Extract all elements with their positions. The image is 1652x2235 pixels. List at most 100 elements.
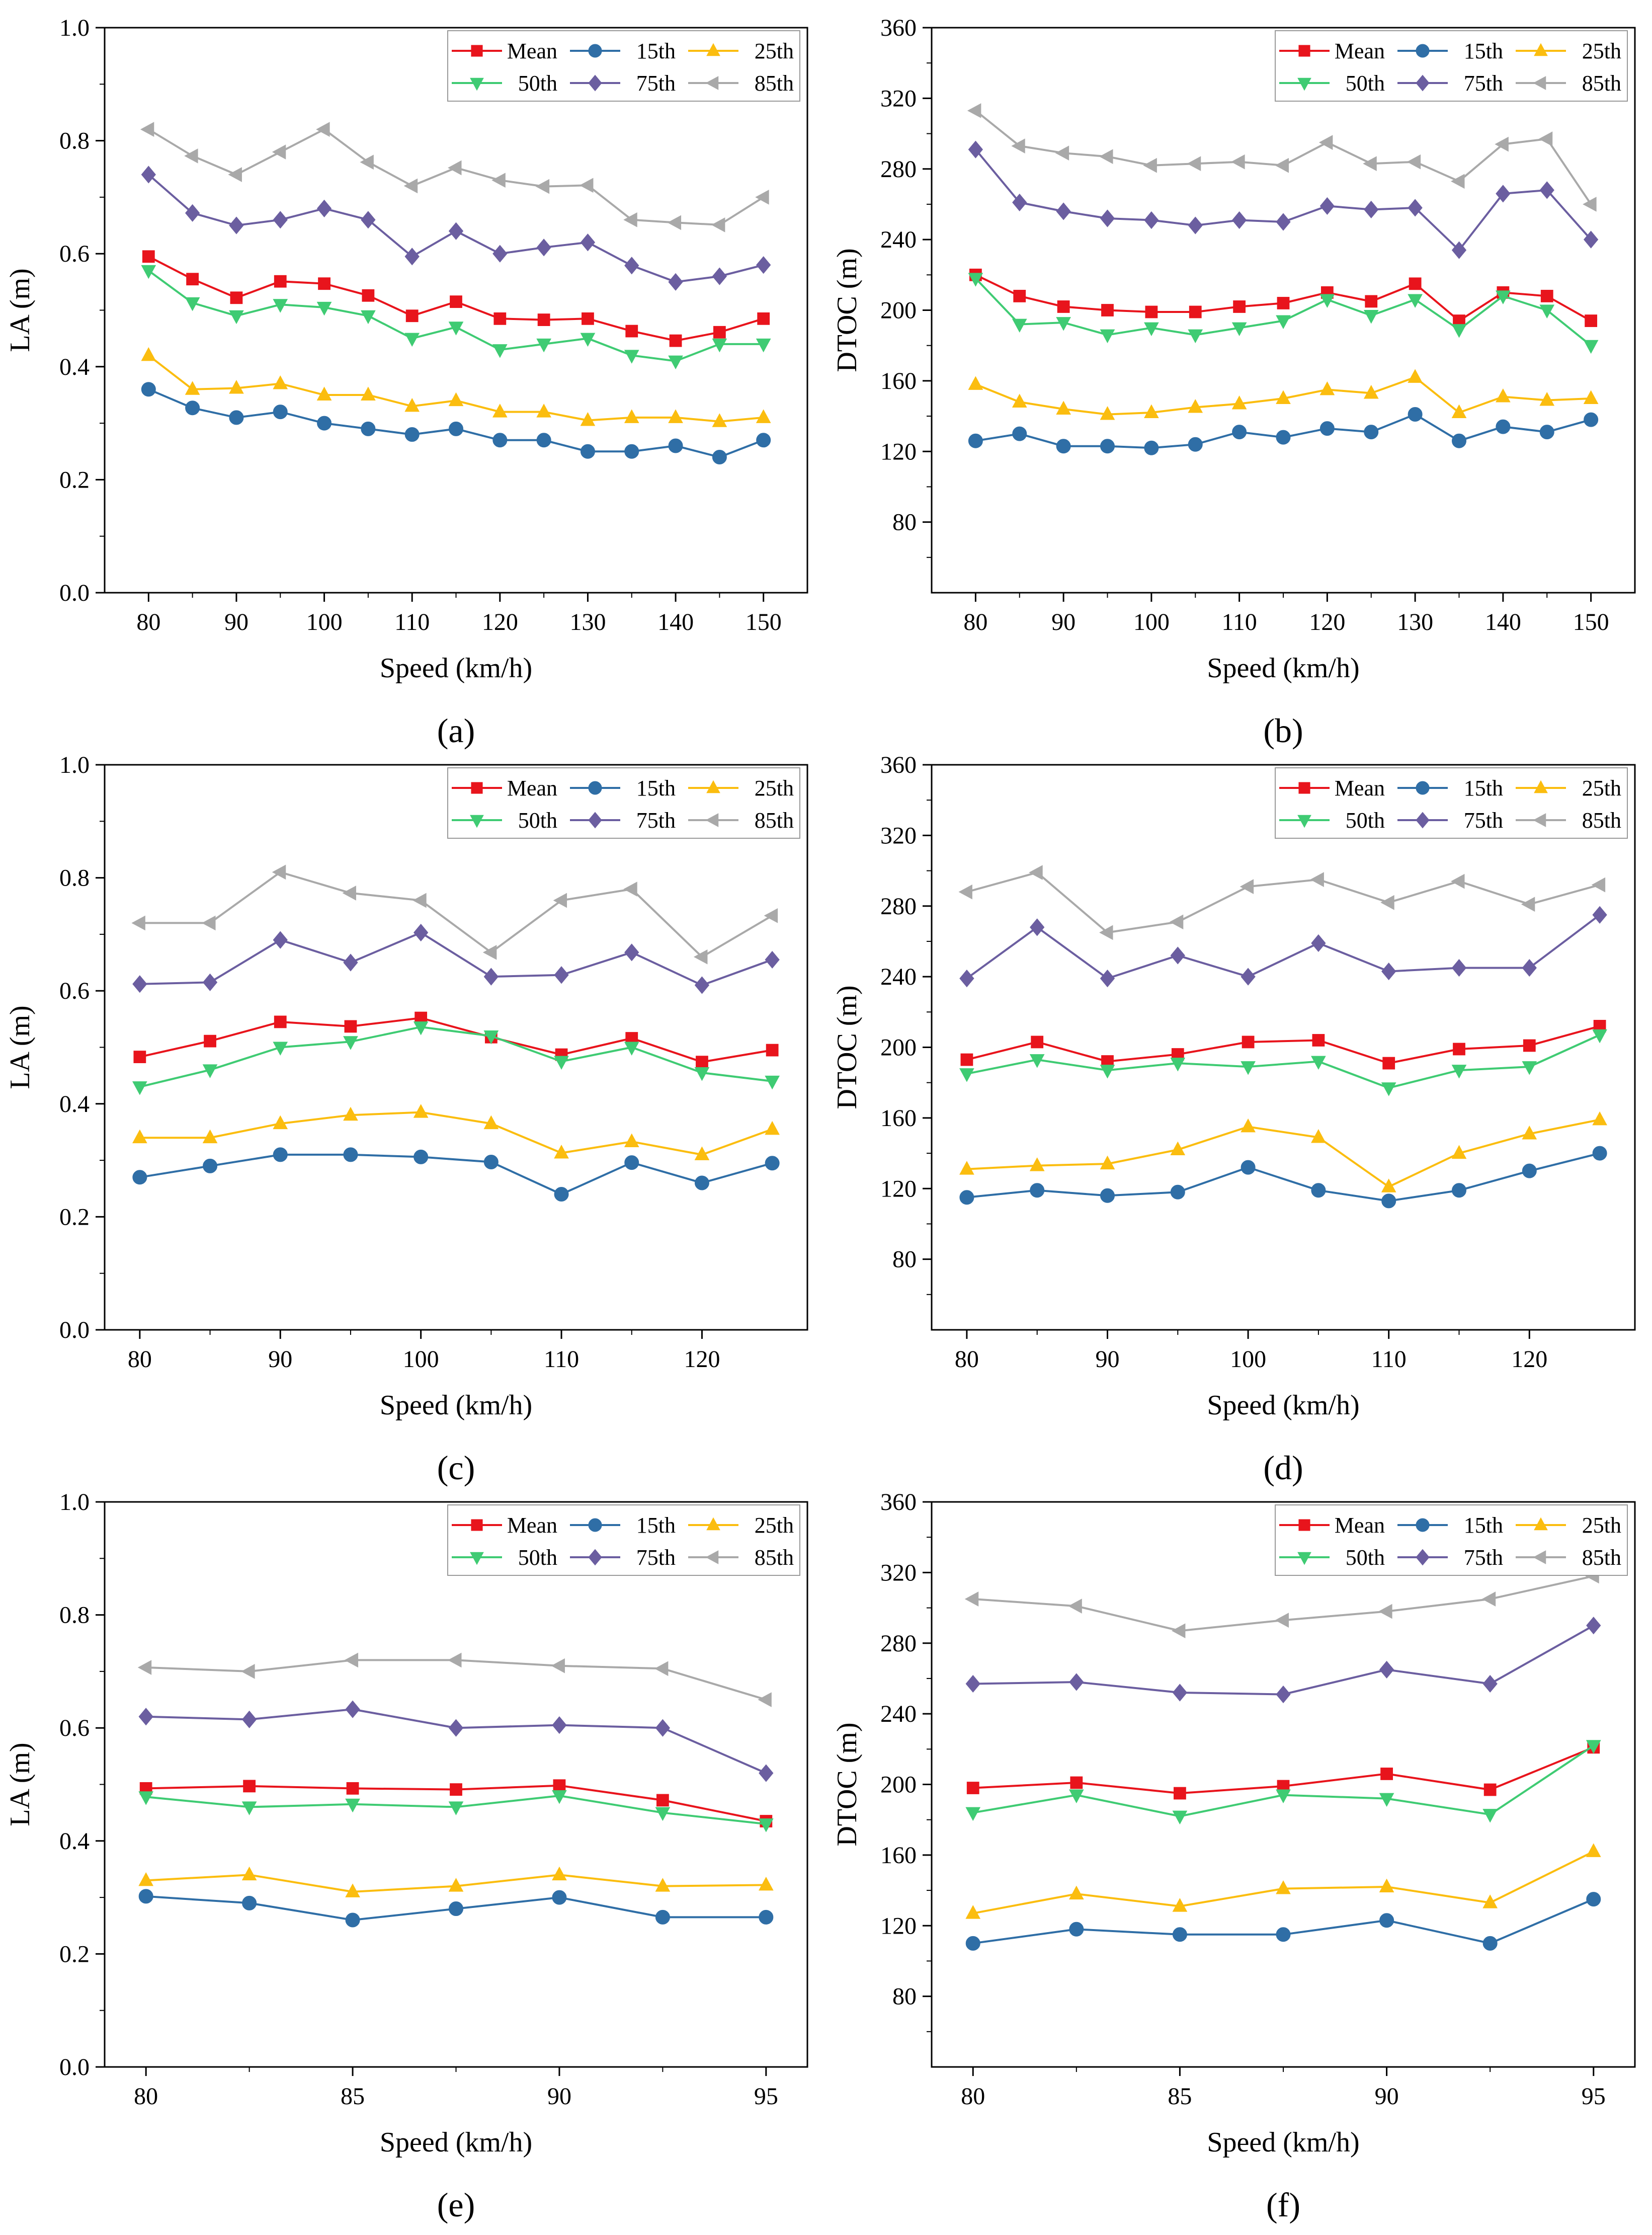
data-point bbox=[1276, 213, 1291, 231]
panel-label: (f) bbox=[1266, 2186, 1300, 2224]
data-point bbox=[274, 1015, 287, 1028]
y-tick-label: 0.4 bbox=[59, 354, 90, 380]
data-point bbox=[968, 376, 983, 390]
data-point bbox=[1363, 310, 1379, 324]
x-tick-label: 100 bbox=[1230, 1346, 1266, 1373]
data-point bbox=[1453, 1043, 1465, 1056]
legend-marker bbox=[1416, 1549, 1430, 1566]
data-point bbox=[1583, 197, 1597, 212]
data-point bbox=[1363, 384, 1379, 399]
series-mean bbox=[142, 250, 770, 347]
data-point bbox=[141, 382, 156, 397]
data-point bbox=[655, 1909, 670, 1925]
data-point bbox=[185, 297, 200, 311]
data-point bbox=[1451, 1065, 1467, 1079]
data-point bbox=[343, 1147, 358, 1162]
legend-label: 25th bbox=[755, 1513, 794, 1538]
data-point bbox=[1231, 154, 1245, 170]
data-point bbox=[1100, 439, 1115, 454]
legend-label: 25th bbox=[1582, 1513, 1621, 1538]
data-point bbox=[623, 212, 637, 227]
legend-label: 25th bbox=[1582, 39, 1621, 63]
data-point bbox=[228, 167, 242, 182]
data-point bbox=[1312, 1034, 1325, 1047]
data-point bbox=[482, 944, 497, 960]
data-point bbox=[412, 893, 427, 908]
data-point bbox=[758, 1818, 774, 1832]
x-tick-label: 110 bbox=[1371, 1346, 1407, 1373]
data-point bbox=[450, 295, 462, 308]
x-tick-label: 130 bbox=[569, 609, 606, 635]
data-point bbox=[1276, 1880, 1291, 1894]
y-tick-label: 280 bbox=[880, 156, 917, 183]
data-point bbox=[580, 233, 596, 252]
data-point bbox=[403, 178, 418, 194]
data-point bbox=[1187, 156, 1201, 172]
data-point bbox=[1031, 1035, 1044, 1049]
data-point bbox=[1380, 1768, 1393, 1780]
legend-marker bbox=[470, 1552, 484, 1565]
data-point bbox=[1069, 1922, 1084, 1937]
legend: Mean 15th 25th 50th 75th 85th bbox=[447, 767, 800, 839]
legend-label: 50th bbox=[518, 808, 557, 833]
data-point bbox=[1030, 918, 1045, 936]
y-tick-label: 0.4 bbox=[59, 1091, 90, 1118]
data-point bbox=[241, 1664, 255, 1679]
series-50th bbox=[138, 1790, 774, 1832]
data-point bbox=[1522, 959, 1537, 977]
series-25th bbox=[968, 369, 1599, 420]
data-point bbox=[448, 392, 464, 407]
data-point bbox=[1276, 390, 1291, 404]
panel-label: (d) bbox=[1263, 1449, 1303, 1487]
data-point bbox=[1241, 1118, 1256, 1133]
legend-label: 15th bbox=[1464, 1513, 1503, 1538]
data-point bbox=[1364, 200, 1379, 219]
x-tick-label: 110 bbox=[1222, 609, 1257, 635]
legend-item-25th: 25th bbox=[688, 1513, 794, 1538]
data-point bbox=[229, 310, 244, 325]
data-point bbox=[1592, 906, 1607, 924]
data-point bbox=[655, 1878, 671, 1892]
data-point bbox=[667, 215, 682, 230]
data-point bbox=[404, 427, 420, 442]
x-tick-label: 90 bbox=[224, 609, 249, 635]
data-point bbox=[1275, 1613, 1289, 1628]
data-point bbox=[1452, 1183, 1466, 1198]
y-tick-label: 1.0 bbox=[59, 15, 90, 41]
data-point bbox=[405, 309, 419, 323]
series-line bbox=[139, 931, 773, 987]
legend-label: 50th bbox=[1346, 71, 1385, 96]
y-tick-label: 280 bbox=[880, 1630, 917, 1657]
data-point bbox=[765, 1075, 780, 1090]
data-point bbox=[711, 217, 725, 232]
data-point bbox=[959, 1161, 974, 1175]
legend-item-15th: 15th bbox=[570, 39, 676, 63]
data-point bbox=[552, 1890, 567, 1905]
legend-item-15th: 15th bbox=[1397, 776, 1503, 801]
x-tick-label: 140 bbox=[657, 609, 694, 635]
series-mean bbox=[969, 268, 1598, 327]
y-tick-label: 120 bbox=[880, 1175, 917, 1202]
legend-label: 15th bbox=[636, 1513, 676, 1538]
series-line bbox=[966, 914, 1601, 980]
legend-item-25th: 25th bbox=[688, 776, 794, 801]
series-line bbox=[139, 871, 773, 959]
data-point bbox=[1592, 1146, 1607, 1161]
data-point bbox=[1189, 305, 1202, 318]
series-85th bbox=[967, 103, 1597, 212]
data-point bbox=[361, 386, 376, 401]
data-point bbox=[536, 433, 551, 448]
data-point bbox=[959, 970, 974, 988]
data-point bbox=[448, 1719, 464, 1737]
data-point bbox=[965, 1905, 981, 1919]
data-point bbox=[1276, 315, 1291, 330]
data-point bbox=[1592, 1029, 1607, 1044]
data-point bbox=[1276, 430, 1291, 445]
data-point bbox=[1379, 1913, 1394, 1928]
series-line bbox=[146, 1708, 767, 1774]
data-point bbox=[536, 238, 551, 257]
data-point bbox=[1188, 216, 1203, 234]
data-point bbox=[1583, 230, 1599, 249]
legend-item-mean: Mean bbox=[452, 776, 557, 801]
legend-item-mean: Mean bbox=[1279, 776, 1385, 801]
